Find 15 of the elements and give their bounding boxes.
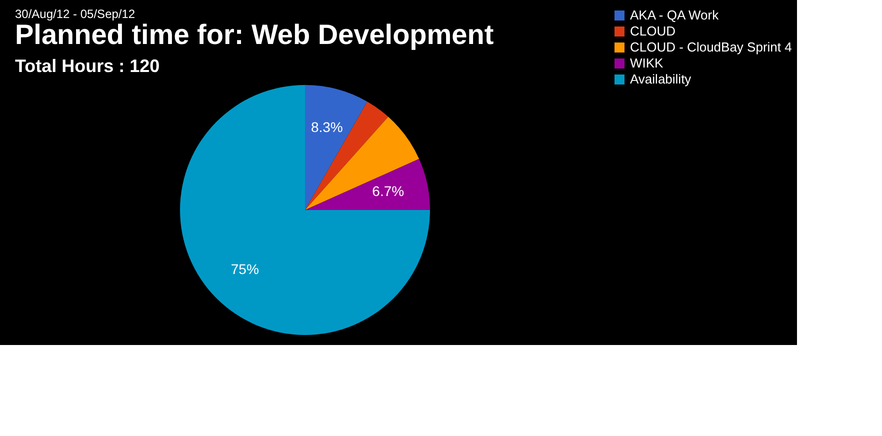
legend-label: WIKK	[630, 56, 664, 70]
legend-label: AKA - QA Work	[630, 8, 720, 22]
pie-slice	[305, 116, 420, 210]
text: 30/Aug/12 - 05/Sep/12	[15, 7, 136, 21]
pie-slice	[305, 85, 368, 210]
chart-title: Planned time for: Web Development	[15, 19, 494, 50]
pie-slice	[180, 85, 430, 335]
data-label: 6.7%	[372, 183, 404, 200]
pie-slice	[305, 158, 430, 210]
legend-label: Availability	[630, 72, 692, 86]
legend-label: CLOUD - CloudBay Sprint 4	[630, 40, 792, 54]
text: Total Hours : 120	[15, 56, 160, 76]
data-label: 75%	[230, 261, 259, 278]
legend-label: CLOUD	[630, 24, 676, 38]
data-label: 8.3%	[310, 118, 343, 135]
